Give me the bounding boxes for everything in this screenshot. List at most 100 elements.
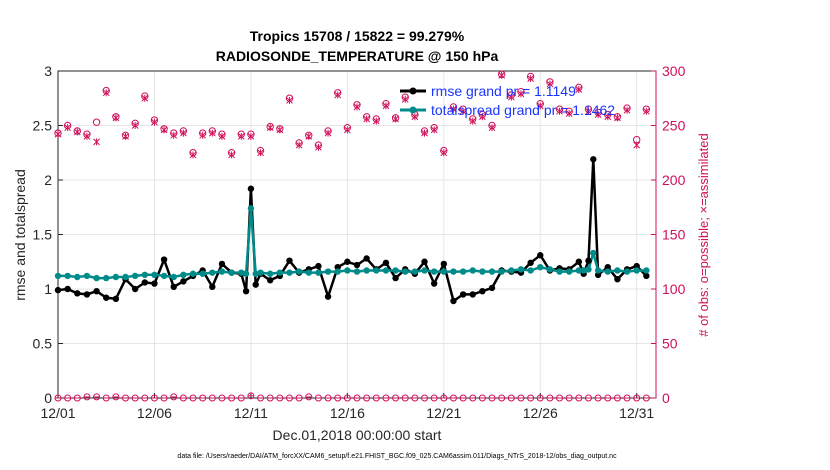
obs-assimilated-marker (604, 113, 612, 121)
right-axis-label: # of obs: o=possible; ×=assimilated (696, 133, 711, 336)
obs-rejected-possible-marker (150, 394, 158, 402)
rmse-point (242, 287, 250, 295)
obs-assimilated-marker (363, 115, 370, 123)
obs-rejected-possible-marker (54, 394, 62, 402)
totalspread-point (392, 267, 399, 274)
totalspread-point (373, 267, 380, 274)
obs-assimilated-marker (64, 124, 71, 132)
rmse-point (614, 275, 621, 283)
right-tick-label: 0 (662, 390, 670, 406)
obs-rejected-possible-marker (392, 394, 400, 402)
right-tick-label: 50 (662, 336, 678, 352)
totalspread-point (305, 269, 312, 276)
obs-rejected-possible-marker (421, 394, 429, 402)
totalspread-point (170, 273, 177, 281)
totalspread-point (469, 267, 476, 274)
obs-assimilated-marker (411, 113, 419, 121)
rmse-point (488, 284, 496, 292)
totalspread-point (344, 267, 351, 274)
rmse-point (527, 259, 534, 267)
rmse-point (459, 291, 467, 298)
totalspread-point (324, 268, 332, 275)
totalspread-point (122, 273, 129, 281)
totalspread-point (614, 267, 621, 274)
rmse-point (209, 283, 216, 291)
obs-assimilated-marker (218, 132, 226, 140)
obs-rejected-possible-marker (199, 394, 207, 402)
obs-assimilated-marker (93, 138, 100, 146)
obs-assimilated-marker (237, 132, 245, 140)
legend-rmse-marker (409, 87, 417, 95)
obs-rejected-possible-marker (83, 393, 91, 401)
obs-assimilated-marker (305, 132, 313, 140)
totalspread-point (643, 267, 650, 274)
obs-assimilated-marker (180, 129, 187, 137)
totalspread-point (54, 272, 62, 280)
rmse-point (74, 290, 81, 297)
x-tick-label: 12/11 (234, 405, 268, 421)
left-tick-label: 2 (44, 172, 52, 188)
obs-assimilated-marker (266, 124, 274, 132)
obs-count-markers (54, 70, 651, 402)
obs-assimilated-marker (208, 129, 216, 137)
obs-assimilated-marker (199, 131, 207, 139)
totalspread-point (537, 264, 544, 271)
obs-assimilated-marker (401, 95, 409, 103)
obs-rejected-possible-marker (440, 394, 448, 402)
obs-assimilated-marker (546, 80, 554, 88)
obs-rejected-possible-marker (459, 394, 467, 402)
totalspread-point (580, 267, 587, 274)
obs-possible-marker (92, 118, 101, 126)
rmse-point (252, 281, 259, 288)
right-tick-label: 250 (662, 118, 686, 134)
obs-rejected-possible-marker (565, 394, 573, 402)
obs-rejected-possible-marker (102, 394, 110, 402)
totalspread-point (131, 272, 139, 280)
obs-rejected-possible-marker (517, 394, 525, 402)
totalspread-point (517, 266, 525, 273)
rmse-point (430, 280, 438, 287)
rmse-point (575, 258, 583, 265)
totalspread-point (238, 269, 245, 276)
obs-rejected-possible-marker (556, 394, 564, 402)
obs-rejected-possible-marker (584, 394, 592, 402)
rmse-point (218, 260, 226, 268)
legend-spread-label: totalspread grand pr = 1.1462 (431, 102, 615, 118)
rmse-point (421, 258, 428, 265)
obs-rejected-possible-marker (228, 394, 236, 402)
obs-assimilated-marker (170, 131, 178, 139)
rmse-point (160, 256, 168, 263)
totalspread-point (199, 270, 206, 277)
obs-assimilated-marker (286, 96, 293, 104)
obs-assimilated-marker (295, 141, 303, 149)
x-tick-label: 12/26 (523, 405, 558, 421)
obs-assimilated-marker (575, 86, 583, 94)
obs-assimilated-marker (633, 141, 641, 149)
rmse-point (324, 293, 332, 300)
obs-rejected-possible-marker (449, 394, 457, 402)
rmse-point (103, 294, 110, 301)
totalspread-point (585, 266, 592, 273)
totalspread-point (565, 268, 573, 275)
left-tick-label: 2.5 (33, 118, 53, 134)
obs-assimilated-marker (643, 107, 650, 115)
x-tick-label: 12/21 (426, 405, 461, 421)
totalspread-point (228, 269, 235, 276)
totalspread-point (556, 268, 563, 275)
rmse-point (450, 297, 457, 305)
legend: rmse grand pr = 1.1149 totalspread grand… (400, 83, 615, 118)
totalspread-point (112, 273, 120, 281)
obs-rejected-possible-marker (594, 394, 602, 402)
obs-rejected-possible-marker (73, 394, 81, 402)
obs-assimilated-marker (372, 117, 380, 125)
totalspread-point (83, 272, 91, 280)
rmse-point (247, 185, 255, 192)
totalspread-point (151, 271, 158, 279)
rmse-point (392, 274, 399, 282)
obs-rejected-possible-marker (478, 394, 486, 402)
obs-assimilated-marker (614, 114, 621, 122)
totalspread-point (594, 267, 602, 274)
left-tick-label: 3 (44, 63, 52, 79)
obs-assimilated-marker (54, 130, 62, 138)
obs-rejected-possible-marker (546, 394, 554, 402)
